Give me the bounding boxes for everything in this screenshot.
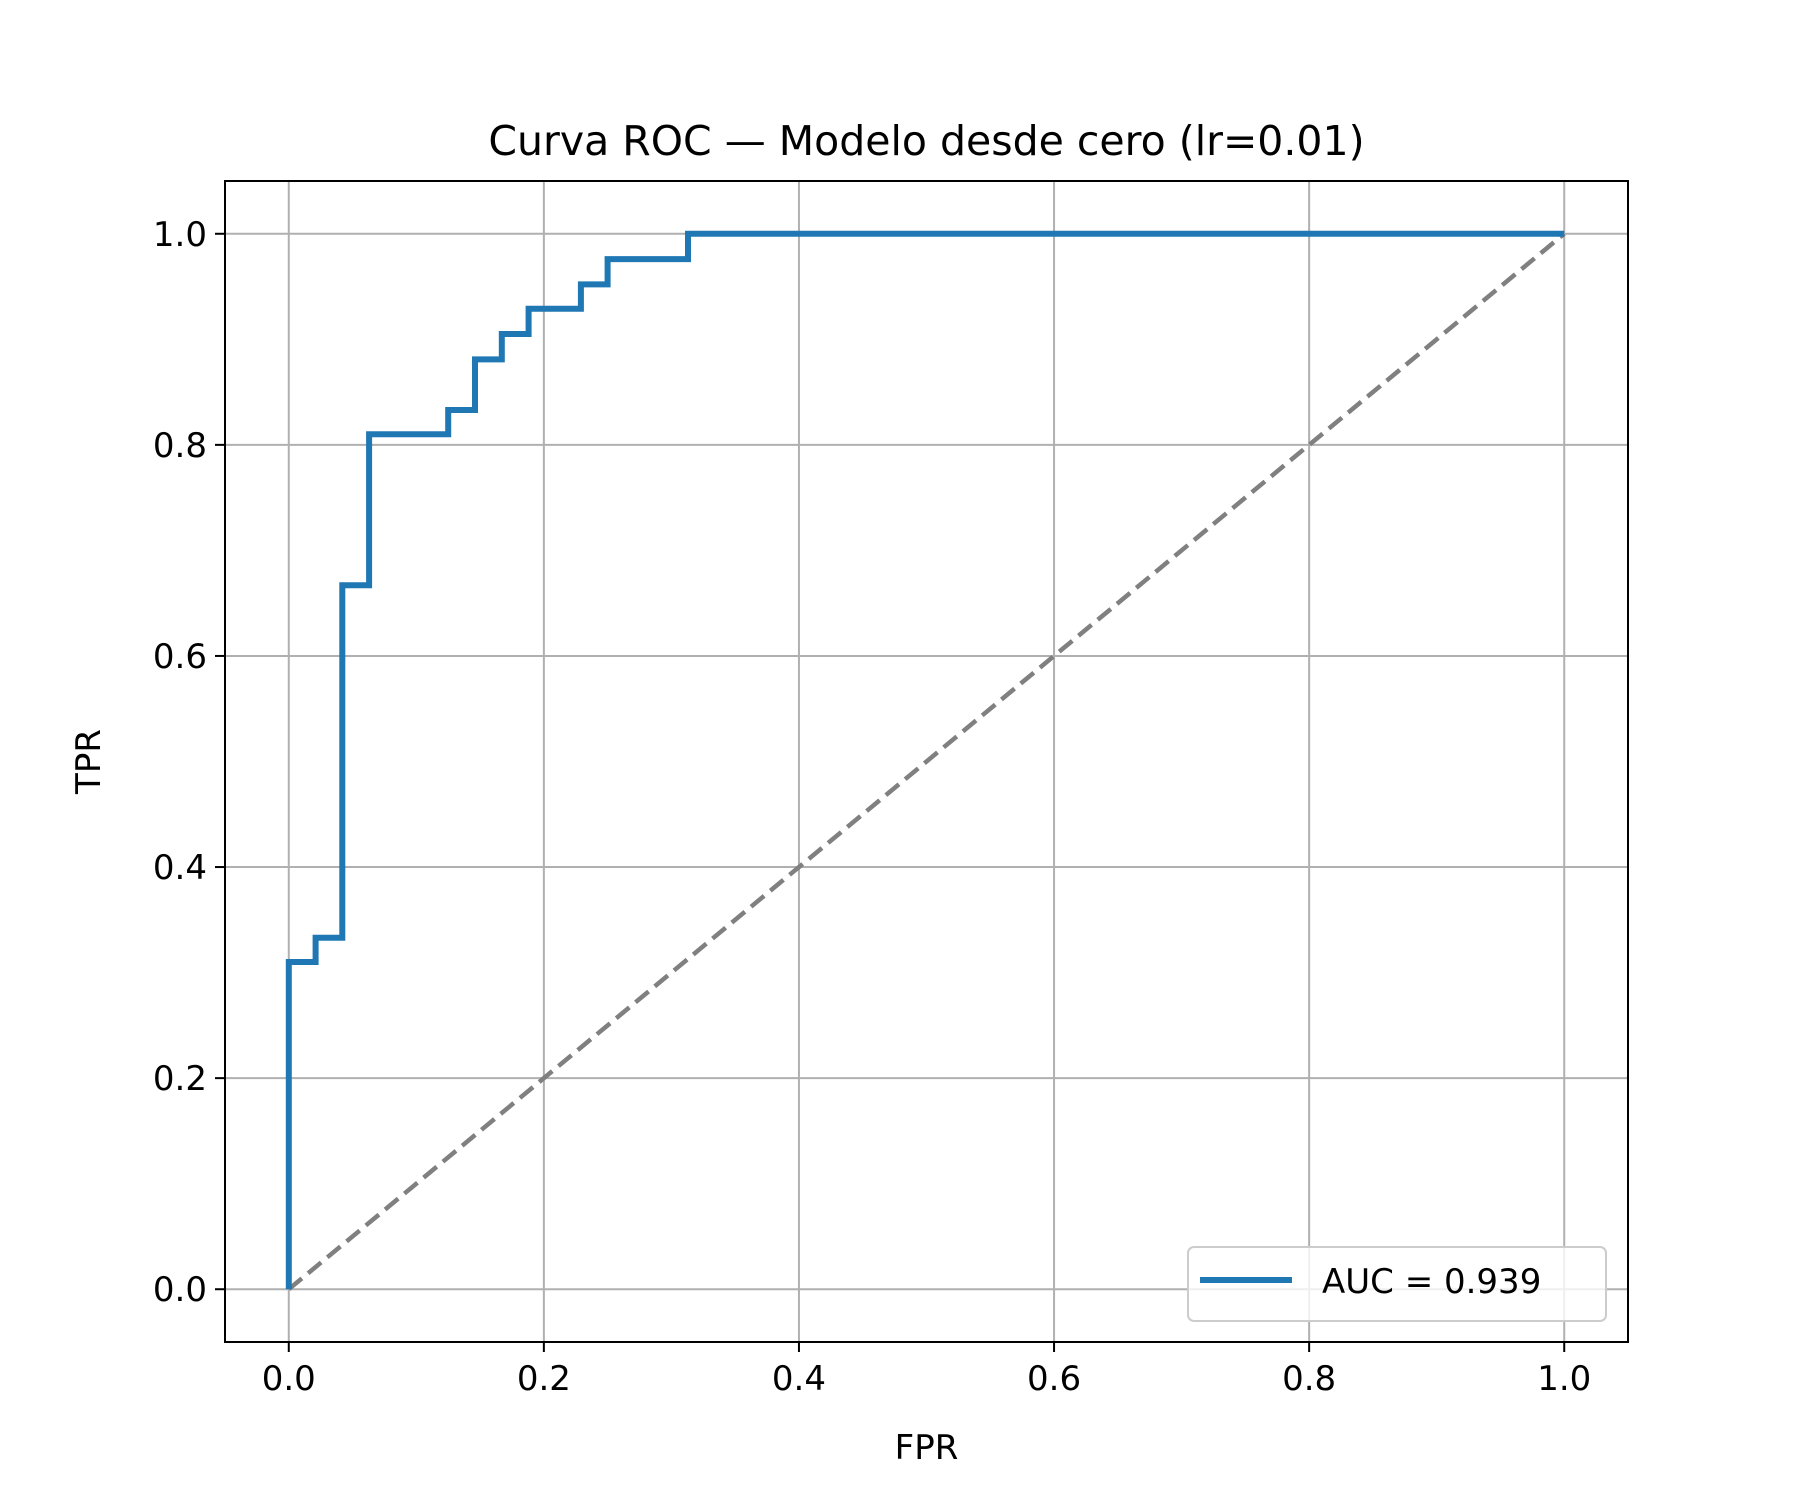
y-tick-label: 0.0 — [153, 1270, 207, 1310]
chart-title: Curva ROC — Modelo desde cero (lr=0.01) — [488, 117, 1364, 165]
x-tick-label: 0.8 — [1282, 1359, 1336, 1399]
y-tick-label: 0.6 — [153, 637, 207, 677]
x-tick-label: 1.0 — [1537, 1359, 1591, 1399]
x-tick-label: 0.6 — [1027, 1359, 1081, 1399]
legend: AUC = 0.939 — [1187, 1246, 1607, 1322]
legend-label: AUC = 0.939 — [1322, 1262, 1541, 1302]
x-axis: 0.0 0.2 0.4 0.6 0.8 1.0 — [262, 1342, 1591, 1399]
x-tick-label: 0.0 — [262, 1359, 316, 1399]
plot-frame — [224, 180, 1629, 1343]
y-axis: 0.0 0.2 0.4 0.6 0.8 1.0 — [153, 215, 225, 1310]
y-tick-label: 0.4 — [153, 848, 207, 888]
x-tick-label: 0.4 — [772, 1359, 826, 1399]
x-tick-label: 0.2 — [517, 1359, 571, 1399]
y-tick-label: 0.8 — [153, 426, 207, 466]
roc-curve-line — [285, 230, 1565, 1290]
legend-box — [1187, 1246, 1607, 1322]
y-tick-label: 1.0 — [153, 215, 207, 255]
y-axis-title: TPR — [69, 729, 109, 795]
y-tick-label: 0.2 — [153, 1059, 207, 1099]
chance-diagonal-line — [287, 232, 1566, 1291]
x-axis-title: FPR — [895, 1428, 959, 1468]
series-group — [285, 230, 1566, 1291]
